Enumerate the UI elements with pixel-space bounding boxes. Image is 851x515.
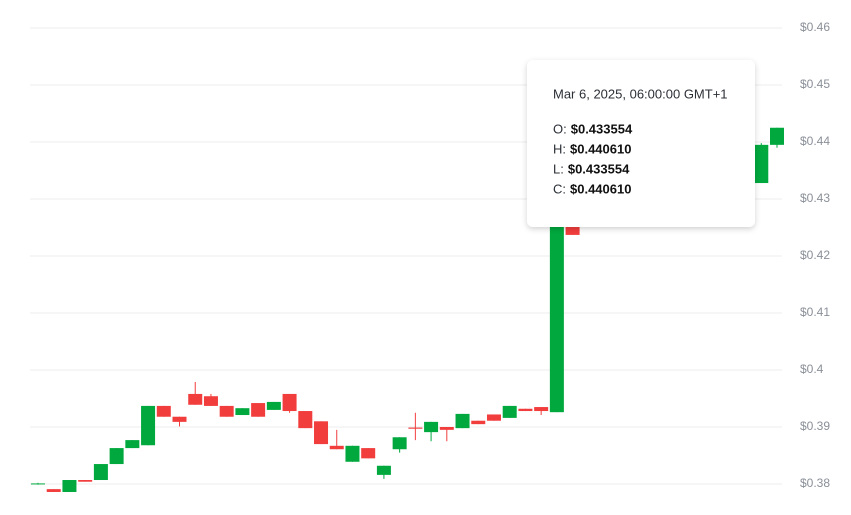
y-tick-label: $0.4 bbox=[800, 362, 824, 376]
candle-body bbox=[141, 405, 156, 446]
candle-body bbox=[455, 413, 470, 429]
candle-body bbox=[392, 437, 407, 450]
y-tick-label: $0.45 bbox=[800, 77, 830, 91]
candle-body bbox=[219, 405, 234, 417]
y-tick-label: $0.46 bbox=[800, 20, 830, 34]
candle-body bbox=[172, 416, 187, 422]
candle-body bbox=[188, 393, 203, 405]
candle-body bbox=[298, 411, 313, 429]
candle-body bbox=[534, 407, 549, 412]
candle-body bbox=[46, 489, 61, 492]
candle-body bbox=[439, 427, 454, 430]
y-tick-label: $0.43 bbox=[800, 191, 830, 205]
candle-body bbox=[314, 421, 329, 445]
candle-body bbox=[62, 480, 77, 492]
candle-body bbox=[31, 483, 45, 485]
candle-body bbox=[266, 401, 281, 410]
candle-body bbox=[770, 127, 784, 145]
y-tick-label: $0.42 bbox=[800, 248, 830, 262]
candle-body bbox=[125, 440, 140, 449]
candle-body bbox=[486, 414, 501, 421]
candle-body bbox=[329, 445, 344, 450]
candle-body bbox=[156, 405, 171, 417]
tooltip-label: H: bbox=[553, 141, 566, 156]
candle-body bbox=[518, 408, 533, 412]
candle-body bbox=[376, 465, 391, 475]
y-tick-label: $0.44 bbox=[800, 134, 830, 148]
y-tick-label: $0.38 bbox=[800, 476, 830, 490]
candle-body bbox=[282, 393, 297, 412]
candle-body bbox=[235, 408, 250, 416]
tooltip-value: $0.440610 bbox=[570, 181, 631, 196]
grid: $0.38 $0.39 $0.4 $0.41 $0.42 $0.43 $0.44 $0.45 $… bbox=[30, 20, 830, 490]
candle-body bbox=[109, 448, 124, 465]
candle-body bbox=[408, 427, 423, 429]
tooltip-label: C: bbox=[553, 181, 566, 196]
y-tick-label: $0.39 bbox=[800, 419, 830, 433]
tooltip-value: $0.433554 bbox=[568, 161, 630, 176]
candle-body bbox=[361, 448, 376, 459]
tooltip-label: O: bbox=[553, 121, 567, 136]
tooltip-value: $0.440610 bbox=[570, 141, 631, 156]
candle-body bbox=[93, 464, 108, 481]
candle-body bbox=[78, 480, 93, 482]
tooltip-date: Mar 6, 2025, 06:00:00 GMT+1 bbox=[553, 86, 728, 101]
candle-body bbox=[424, 421, 439, 433]
tooltip-box bbox=[527, 60, 755, 227]
candle-body bbox=[502, 405, 517, 418]
candle-body bbox=[203, 396, 218, 406]
tooltip-value: $0.433554 bbox=[571, 121, 633, 136]
candle-body bbox=[549, 205, 564, 413]
tooltip-label: L: bbox=[553, 161, 564, 176]
tooltip: Mar 6, 2025, 06:00:00 GMT+1 O: $0.433554H… bbox=[527, 60, 755, 227]
candle-body bbox=[251, 403, 266, 417]
candle-body bbox=[754, 144, 769, 184]
y-tick-label: $0.41 bbox=[800, 305, 830, 319]
candle-body bbox=[345, 445, 360, 462]
candle-body bbox=[471, 420, 486, 425]
